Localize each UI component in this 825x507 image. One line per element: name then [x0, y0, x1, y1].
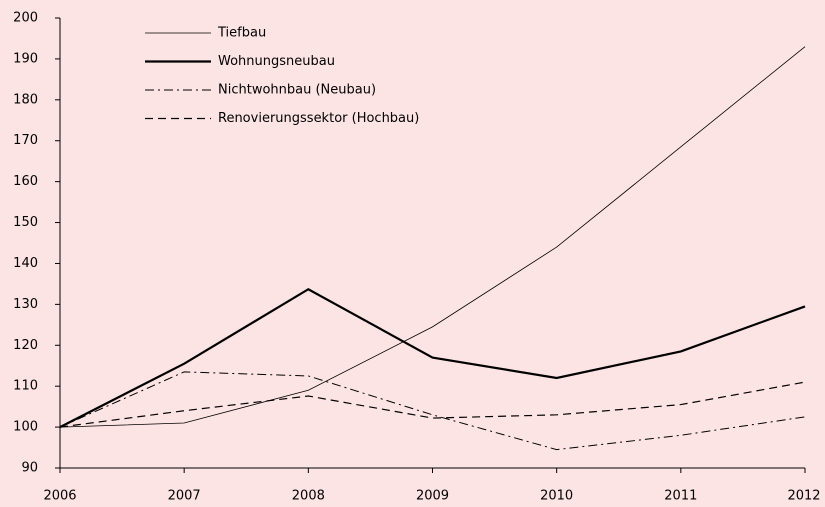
line-series [59, 371, 806, 451]
legend-label: Wohnungsneubau [218, 54, 335, 69]
y-tick-label: 120 [13, 338, 38, 353]
x-tick-label: 2007 [168, 489, 201, 504]
y-tick-label: 160 [13, 174, 38, 189]
y-tick-label: 90 [21, 461, 38, 476]
x-tick-label: 2011 [664, 489, 697, 504]
y-tick-label: 110 [13, 379, 38, 394]
y-tick-label: 180 [13, 92, 38, 107]
y-tick-label: 140 [13, 256, 38, 271]
y-tick-label: 170 [13, 133, 38, 148]
x-tick-label: 2012 [787, 489, 820, 504]
x-tick-label: 2006 [43, 489, 76, 504]
legend-label: Tiefbau [217, 26, 266, 41]
line-series [59, 381, 806, 428]
y-tick-label: 200 [13, 11, 38, 26]
legend-label: Renovierungssektor (Hochbau) [218, 111, 419, 126]
x-tick-label: 2008 [292, 489, 325, 504]
y-tick-label: 130 [13, 297, 38, 312]
x-tick-label: 2009 [416, 489, 449, 504]
x-tick-label: 2010 [540, 489, 573, 504]
y-tick-label: 190 [13, 51, 38, 66]
y-tick-label: 150 [13, 215, 38, 230]
legend-label: Nichtwohnbau (Neubau) [218, 83, 376, 98]
y-tick-label: 100 [13, 420, 38, 435]
line-series [59, 46, 806, 428]
line-series [59, 287, 806, 429]
